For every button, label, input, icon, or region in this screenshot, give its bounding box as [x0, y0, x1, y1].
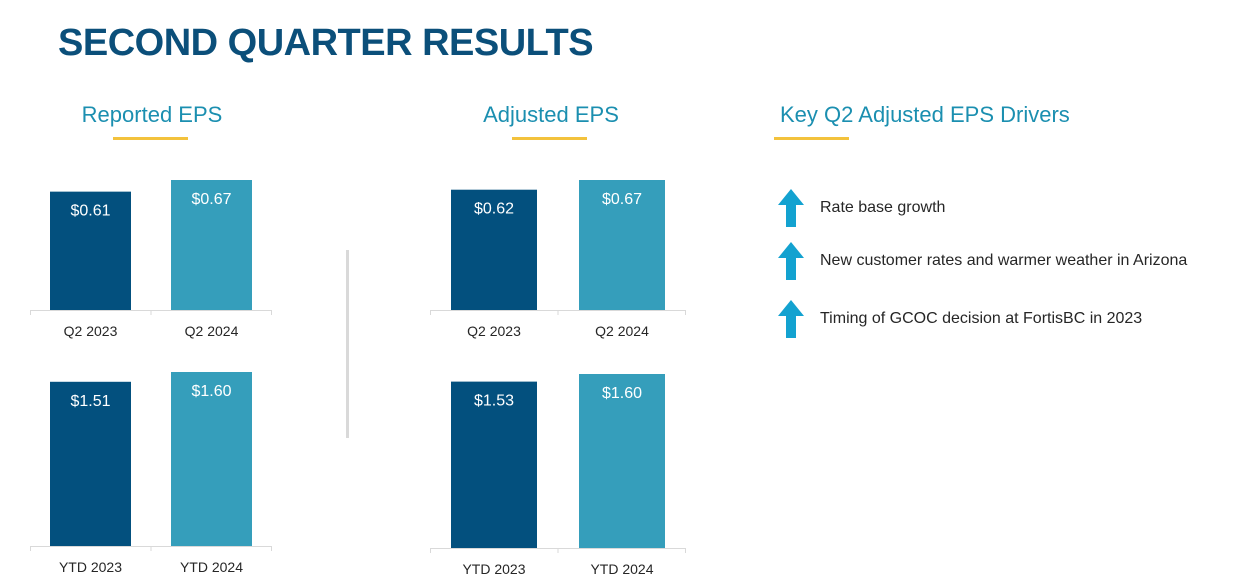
driver-text: Rate base growth	[820, 199, 946, 216]
category-label: YTD 2023	[59, 559, 122, 575]
data-label: $1.60	[191, 383, 231, 400]
category-label: Q2 2024	[595, 323, 649, 339]
bar	[451, 189, 537, 310]
data-label: $1.53	[474, 393, 514, 410]
drivers-underline	[774, 137, 849, 140]
up-arrow-icon	[778, 300, 804, 338]
data-label: $0.62	[474, 201, 514, 218]
driver-item: Timing of GCOC decision at FortisBC in 2…	[778, 299, 1142, 339]
adjusted-ytd-chart: $1.53 YTD 2023 $1.60 YTD 2024	[430, 374, 686, 577]
reported-eps-heading: Reported EPS	[81, 102, 223, 127]
bar	[171, 180, 252, 310]
bar	[451, 381, 537, 548]
category-label: YTD 2023	[462, 561, 525, 577]
data-label: $0.67	[191, 191, 231, 208]
reported-ytd-chart: $1.51 YTD 2023 $1.60 YTD 2024	[30, 372, 272, 575]
vertical-divider	[346, 250, 349, 438]
bar	[171, 372, 252, 546]
category-label: YTD 2024	[180, 559, 243, 575]
adjusted-eps-heading: Adjusted EPS	[483, 102, 619, 127]
up-arrow-icon	[778, 189, 804, 227]
data-label: $1.51	[70, 393, 110, 410]
bar	[579, 180, 665, 310]
drivers-heading: Key Q2 Adjusted EPS Drivers	[780, 102, 1070, 127]
data-label: $1.60	[602, 385, 642, 402]
adjusted-eps-underline	[512, 137, 587, 140]
data-label: $0.67	[602, 191, 642, 208]
up-arrow-icon	[778, 242, 804, 280]
driver-item: Rate base growth	[778, 188, 945, 228]
bar	[579, 374, 665, 548]
bar	[50, 381, 131, 546]
driver-text: Timing of GCOC decision at FortisBC in 2…	[820, 310, 1143, 327]
reported-q2-chart: $0.61 Q2 2023 $0.67 Q2 2024	[30, 180, 272, 339]
driver-item: New customer rates and warmer weather in…	[778, 241, 1187, 281]
data-label: $0.61	[70, 203, 110, 220]
adjusted-q2-chart: $0.62 Q2 2023 $0.67 Q2 2024	[430, 180, 686, 339]
bar	[50, 191, 131, 310]
category-label: Q2 2023	[467, 323, 521, 339]
page-title: SECOND QUARTER RESULTS	[58, 22, 594, 64]
driver-text: New customer rates and warmer weather in…	[820, 252, 1188, 269]
category-label: YTD 2024	[590, 561, 653, 577]
category-label: Q2 2024	[185, 323, 239, 339]
category-label: Q2 2023	[64, 323, 118, 339]
reported-eps-underline	[113, 137, 188, 140]
